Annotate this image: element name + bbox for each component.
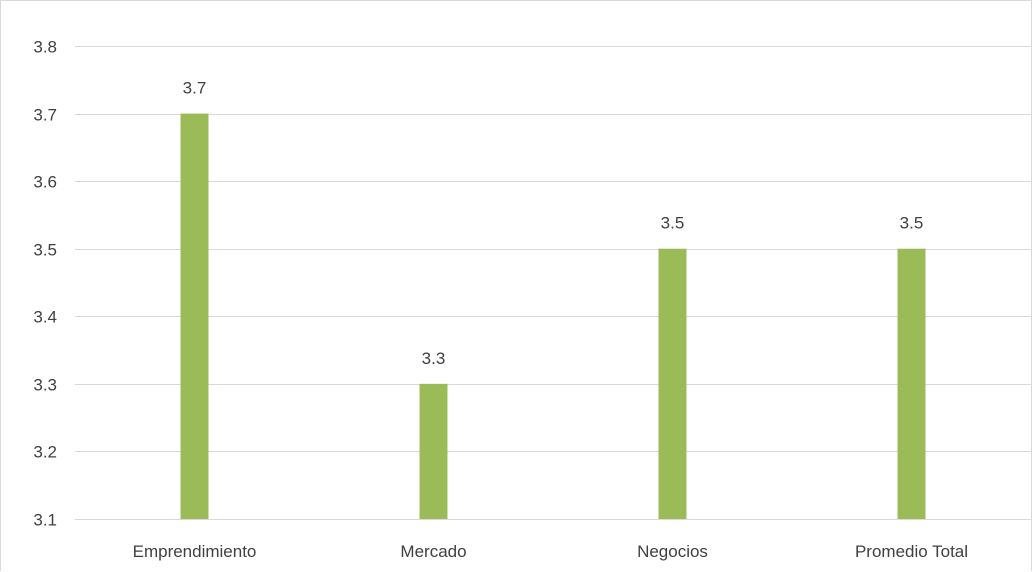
data-labels: 3.7 3.3 3.5 3.5 [183, 79, 924, 368]
y-tick-label: 3.4 [33, 308, 57, 327]
y-tick-label: 3.8 [33, 38, 57, 57]
bars [180, 113, 926, 520]
bar [419, 383, 448, 519]
data-label: 3.3 [422, 349, 446, 368]
x-tick-label: Negocios [637, 542, 708, 561]
y-tick-label: 3.1 [33, 511, 57, 530]
y-tick-label: 3.2 [33, 443, 57, 462]
x-axis: Emprendimiento Mercado Negocios Promedio To… [133, 542, 968, 561]
data-label: 3.7 [183, 79, 207, 98]
bar [180, 113, 209, 520]
y-tick-label: 3.3 [33, 376, 57, 395]
x-tick-label: Emprendimiento [133, 542, 257, 561]
bar [658, 248, 687, 519]
data-label: 3.5 [661, 214, 685, 233]
data-label: 3.5 [900, 214, 924, 233]
y-tick-label: 3.5 [33, 241, 57, 260]
y-tick-label: 3.7 [33, 106, 57, 125]
x-tick-label: Promedio Total [855, 542, 968, 561]
x-tick-label: Mercado [400, 542, 466, 561]
bar [897, 248, 926, 519]
y-tick-label: 3.6 [33, 173, 57, 192]
y-axis: 3.1 3.2 3.3 3.4 3.5 3.6 3.7 3.8 [33, 38, 57, 530]
gridlines [75, 46, 1031, 520]
